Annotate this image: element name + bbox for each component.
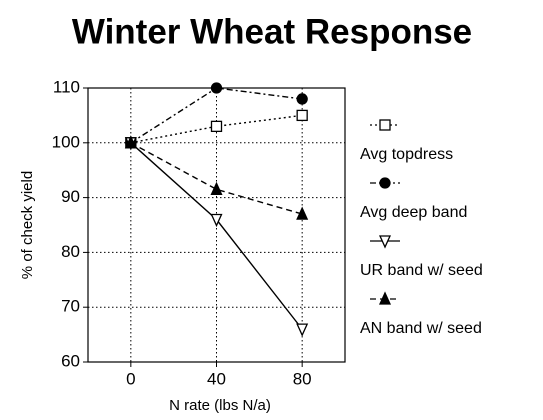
point: [210, 213, 223, 228]
point: [296, 323, 309, 337]
x-axis-label: N rate (lbs N/a): [169, 397, 271, 414]
legend-label: UR band w/ seed: [360, 262, 483, 279]
y-tick-label: 70: [61, 297, 80, 316]
y-tick-label: 90: [61, 187, 80, 206]
point: [210, 120, 223, 133]
series-line: [130, 142, 303, 215]
y-axis-label: % of check yield: [19, 171, 36, 279]
point: [210, 181, 223, 196]
legend-label: Avg deep band: [360, 204, 467, 221]
legend-label: AN band w/ seed: [360, 320, 482, 337]
x-tick-label: 40: [207, 369, 226, 388]
chart-title: Winter Wheat Response: [72, 12, 472, 51]
x-tick-label: 80: [293, 369, 312, 388]
point: [296, 206, 309, 220]
legend-label: Avg topdress: [360, 146, 453, 163]
legend-marker: [378, 235, 392, 249]
point: [296, 93, 308, 105]
legend-marker: [379, 177, 391, 189]
y-tick-label: 60: [61, 351, 80, 370]
y-tick-label: 110: [53, 77, 80, 96]
y-tick-label: 80: [61, 242, 80, 261]
point: [296, 109, 308, 122]
legend-marker: [378, 291, 392, 305]
x-tick-label: 0: [126, 369, 135, 388]
y-tick-label: 100: [52, 132, 80, 151]
point: [124, 135, 137, 149]
point: [210, 82, 223, 94]
legend-marker: [379, 119, 391, 131]
